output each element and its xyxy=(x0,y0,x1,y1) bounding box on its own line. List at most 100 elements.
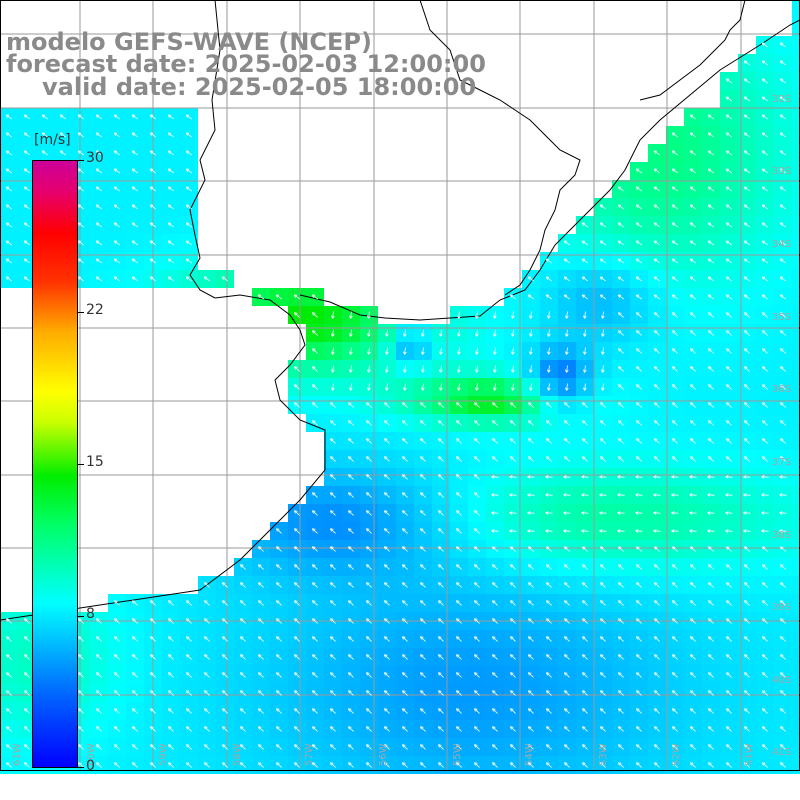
wind-arrow xyxy=(779,204,787,210)
wind-arrow xyxy=(168,762,174,768)
wind-arrow xyxy=(547,311,551,319)
wind-arrow xyxy=(312,672,318,678)
wind-arrow xyxy=(779,258,787,264)
wind-arrow xyxy=(744,582,750,588)
wind-arrow xyxy=(366,690,372,696)
wind-arrow xyxy=(204,636,210,642)
wind-arrow xyxy=(312,420,318,426)
wind-arrow xyxy=(617,475,625,479)
wind-arrow xyxy=(635,204,643,210)
wind-arrow xyxy=(366,456,372,462)
wind-arrow xyxy=(618,690,624,696)
wind-arrow xyxy=(330,708,336,714)
wind-arrow xyxy=(276,636,282,642)
wind-arrow xyxy=(131,222,139,228)
wind-arrow xyxy=(185,114,193,120)
wind-arrow xyxy=(707,150,715,156)
wind-arrow xyxy=(761,114,769,120)
wind-arrow xyxy=(402,744,408,750)
wind-arrow xyxy=(618,330,624,336)
wind-arrow xyxy=(276,564,282,570)
wind-arrow xyxy=(456,762,462,768)
wind-arrow xyxy=(24,744,30,750)
colorbar-tick-30: 30 xyxy=(86,150,104,166)
wind-speed-cell xyxy=(792,90,800,108)
wind-arrow xyxy=(349,311,353,319)
wind-arrow xyxy=(689,258,697,264)
wind-arrow xyxy=(492,438,498,444)
wind-arrow xyxy=(527,276,535,282)
wind-arrow xyxy=(492,726,498,732)
wind-arrow xyxy=(690,564,696,570)
wind-arrow xyxy=(185,150,193,156)
wind-arrow xyxy=(331,311,335,319)
wind-arrow xyxy=(132,726,138,732)
wind-arrow xyxy=(582,672,588,678)
wind-arrow xyxy=(474,546,480,552)
wind-arrow xyxy=(672,708,678,714)
wind-arrow xyxy=(149,186,157,192)
wind-arrow xyxy=(546,618,552,624)
wind-arrow xyxy=(689,168,697,174)
wind-arrow xyxy=(438,672,444,678)
wind-arrow xyxy=(5,240,13,246)
wind-arrow xyxy=(131,204,139,210)
wind-arrow xyxy=(599,511,607,515)
wind-arrow xyxy=(95,204,103,210)
wind-arrow xyxy=(294,528,300,534)
wind-arrow xyxy=(402,438,408,444)
wind-arrow xyxy=(366,744,372,750)
wind-arrow xyxy=(204,582,210,588)
wind-arrow xyxy=(384,474,390,480)
wind-arrow xyxy=(690,618,696,624)
wind-arrow xyxy=(582,654,588,660)
wind-arrow xyxy=(636,366,642,372)
wind-arrow xyxy=(690,672,696,678)
wind-arrow xyxy=(708,384,714,390)
wind-arrow xyxy=(6,654,12,660)
wind-arrow xyxy=(653,493,661,497)
wind-arrow xyxy=(528,690,534,696)
wind-arrow xyxy=(672,456,678,462)
wind-arrow xyxy=(456,672,462,678)
wind-arrow xyxy=(672,348,678,354)
wind-arrow xyxy=(330,726,336,732)
wind-arrow xyxy=(492,762,498,768)
wind-arrow xyxy=(258,564,264,570)
wind-arrow xyxy=(618,420,624,426)
wind-arrow xyxy=(708,402,714,408)
wind-arrow xyxy=(367,347,371,355)
wind-arrow xyxy=(23,168,31,174)
wind-arrow xyxy=(384,492,390,498)
wind-arrow xyxy=(690,600,696,606)
wind-arrow xyxy=(366,726,372,732)
wind-arrow xyxy=(600,546,606,552)
wind-arrow xyxy=(330,546,336,552)
wind-arrow xyxy=(96,618,102,624)
wind-arrow xyxy=(707,186,715,192)
wind-arrow xyxy=(185,240,193,246)
lon-label-56w: 56W xyxy=(378,743,389,766)
wind-arrow xyxy=(780,762,786,768)
wind-arrow xyxy=(150,744,156,750)
wind-arrow xyxy=(672,618,678,624)
wind-arrow xyxy=(258,636,264,642)
wind-arrow xyxy=(402,726,408,732)
wind-arrow xyxy=(420,456,426,462)
wind-arrow xyxy=(762,402,768,408)
wind-arrow xyxy=(672,420,678,426)
wind-arrow xyxy=(582,708,588,714)
wind-arrow xyxy=(439,329,443,337)
wind-arrow xyxy=(528,708,534,714)
wind-arrow xyxy=(131,276,139,282)
wind-speed-cell xyxy=(792,558,800,576)
wind-arrow xyxy=(510,600,516,606)
wind-arrow xyxy=(475,311,479,319)
wind-arrow xyxy=(779,511,787,515)
lat-label-34s: 34S xyxy=(772,239,792,250)
lon-label-61w: 61W xyxy=(12,743,23,766)
wind-arrow xyxy=(96,726,102,732)
wind-arrow xyxy=(456,600,462,606)
wind-arrow xyxy=(743,240,751,246)
wind-arrow xyxy=(744,690,750,696)
